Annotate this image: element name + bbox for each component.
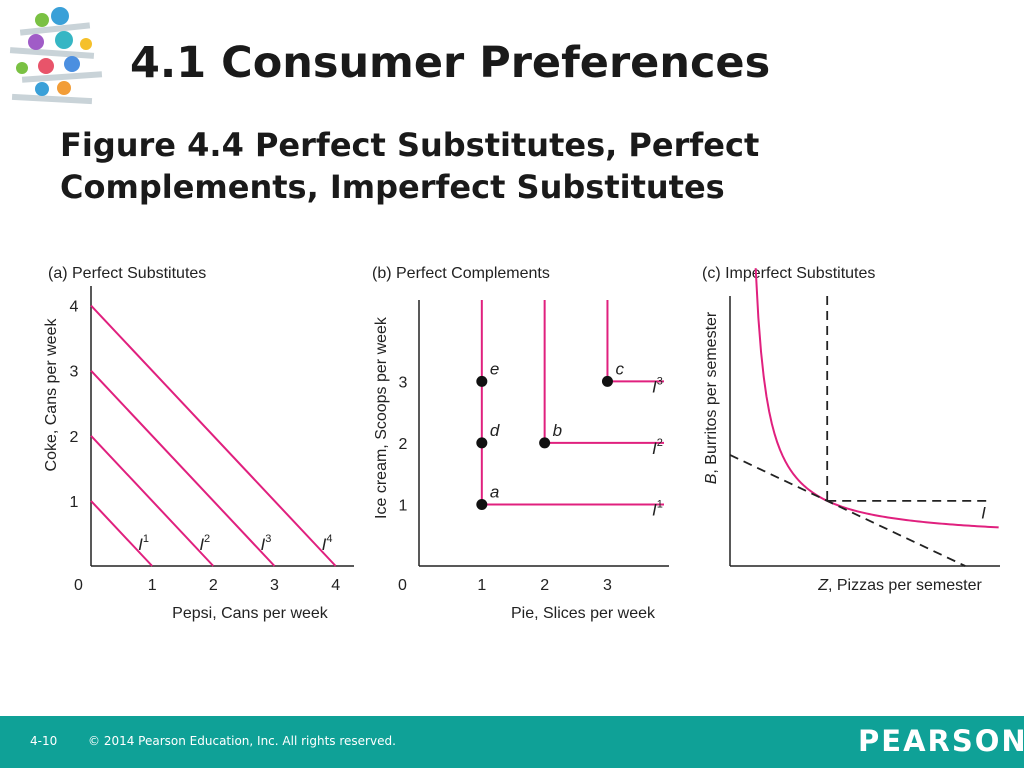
- panel-a-origin-label: 0: [74, 577, 83, 594]
- panel-b-y-tick-label: 3: [399, 374, 408, 391]
- panel-b-perfect-complements: (b) Perfect Complements Ice cream, Scoop…: [372, 265, 669, 622]
- panel-b-curve-label-1: I1: [652, 498, 663, 519]
- panel-b-point-label-e: e: [490, 359, 499, 378]
- panel-a-indifference-curve-1: [90, 500, 153, 567]
- panel-b-x-tick-label: 3: [603, 577, 612, 594]
- panel-a-curve-label-3: I3: [260, 533, 271, 554]
- copyright-notice: © 2014 Pearson Education, Inc. All right…: [88, 734, 396, 748]
- panel-b-point-label-c: c: [615, 359, 624, 378]
- slide-title: 4.1 Consumer Preferences: [130, 38, 771, 88]
- panel-b-curve-label-3: I3: [652, 375, 663, 396]
- panel-b-point-a: [476, 498, 488, 510]
- figure-title: Figure 4.4 Perfect Substitutes, Perfect …: [60, 124, 860, 208]
- panel-c-y-axis-label-var: B: [703, 473, 720, 484]
- panel-b-x-axis-label: Pie, Slices per week: [511, 605, 656, 622]
- panel-c-y-axis-label: B, Burritos per semester: [703, 311, 720, 484]
- logo-shelf-top: [19, 7, 91, 36]
- panel-b-title: (b) Perfect Complements: [372, 265, 550, 282]
- panel-a-curve-label-4: I4: [322, 533, 333, 554]
- logo-shelf-lower: [16, 56, 103, 83]
- panel-b-point-e: [476, 375, 488, 387]
- panel-c-imperfect-substitutes: (c) Imperfect Substitutes B, Burritos pe…: [702, 265, 1000, 594]
- panel-b-x-tick-label: 1: [477, 577, 486, 594]
- panel-a-y-tick-label: 4: [70, 299, 79, 316]
- panel-a-x-tick-label: 4: [331, 577, 340, 594]
- panel-b-point-d: [476, 437, 488, 449]
- panel-a-curve-label-2: I2: [199, 533, 210, 554]
- panel-b-curve-label-2: I2: [652, 437, 663, 458]
- panel-a-title: (a) Perfect Substitutes: [48, 265, 206, 282]
- panel-b-y-axis-label: Ice cream, Scoops per week: [373, 316, 390, 519]
- slide-number: 4-10: [30, 734, 58, 748]
- logo-shelf-bottom: [11, 81, 93, 105]
- pearson-balance-logo: [9, 7, 103, 105]
- panel-b-indifference-curve-1: [480, 300, 664, 506]
- panel-b-point-b: [539, 437, 551, 449]
- panel-c-title: (c) Imperfect Substitutes: [702, 265, 875, 282]
- panel-c-x-axis-label-text: , Pizzas per semester: [828, 577, 983, 594]
- panel-a-indifference-curve-4: [90, 304, 337, 567]
- panel-a-y-tick-label: 3: [70, 364, 79, 381]
- panel-a-indifference-curve-2: [90, 435, 215, 567]
- logo-shelf-middle: [9, 31, 95, 59]
- panel-a-x-axis-label: Pepsi, Cans per week: [172, 605, 329, 622]
- panel-c-x-axis-label-var: Z: [817, 577, 829, 594]
- panel-a-perfect-substitutes: (a) Perfect Substitutes Coke, Cans per w…: [43, 265, 354, 622]
- panel-b-point-label-d: d: [490, 421, 500, 440]
- panel-c-curve-label: I: [981, 503, 986, 522]
- panel-b-y-tick-label: 2: [399, 436, 408, 453]
- panel-a-y-tick-label: 2: [70, 429, 79, 446]
- panel-c-indifference-curve: [754, 268, 999, 529]
- pearson-brand-logo: PEARSON: [858, 724, 1024, 758]
- panel-b-y-tick-label: 1: [399, 497, 408, 514]
- panel-b-indifference-curve-2: [543, 300, 664, 444]
- panel-a-curve-label-1: I1: [138, 533, 149, 554]
- panel-a-x-tick-label: 3: [270, 577, 279, 594]
- panel-c-y-axis-label-text: , Burritos per semester: [703, 311, 720, 474]
- footer-bar: 4-10 © 2014 Pearson Education, Inc. All …: [0, 716, 1024, 768]
- panel-c-tangent-line: [729, 454, 966, 567]
- figure-title-line-1: Figure 4.4 Perfect Substitutes, Perfect: [60, 126, 760, 164]
- panel-a-x-tick-label: 2: [209, 577, 218, 594]
- figure-title-line-2: Complements, Imperfect Substitutes: [60, 168, 725, 206]
- panel-b-origin-label: 0: [398, 577, 407, 594]
- panel-a-y-tick-label: 1: [70, 494, 79, 511]
- panel-a-indifference-curve-3: [90, 369, 276, 567]
- panel-b-x-tick-label: 2: [540, 577, 549, 594]
- panel-a-y-axis-label: Coke, Cans per week: [43, 318, 60, 472]
- panel-b-point-c: [601, 375, 613, 387]
- panel-c-x-axis-label: Z, Pizzas per semester: [817, 577, 982, 594]
- panel-b-point-label-b: b: [553, 421, 562, 440]
- panel-a-x-tick-label: 1: [148, 577, 157, 594]
- panel-b-point-label-a: a: [490, 482, 499, 501]
